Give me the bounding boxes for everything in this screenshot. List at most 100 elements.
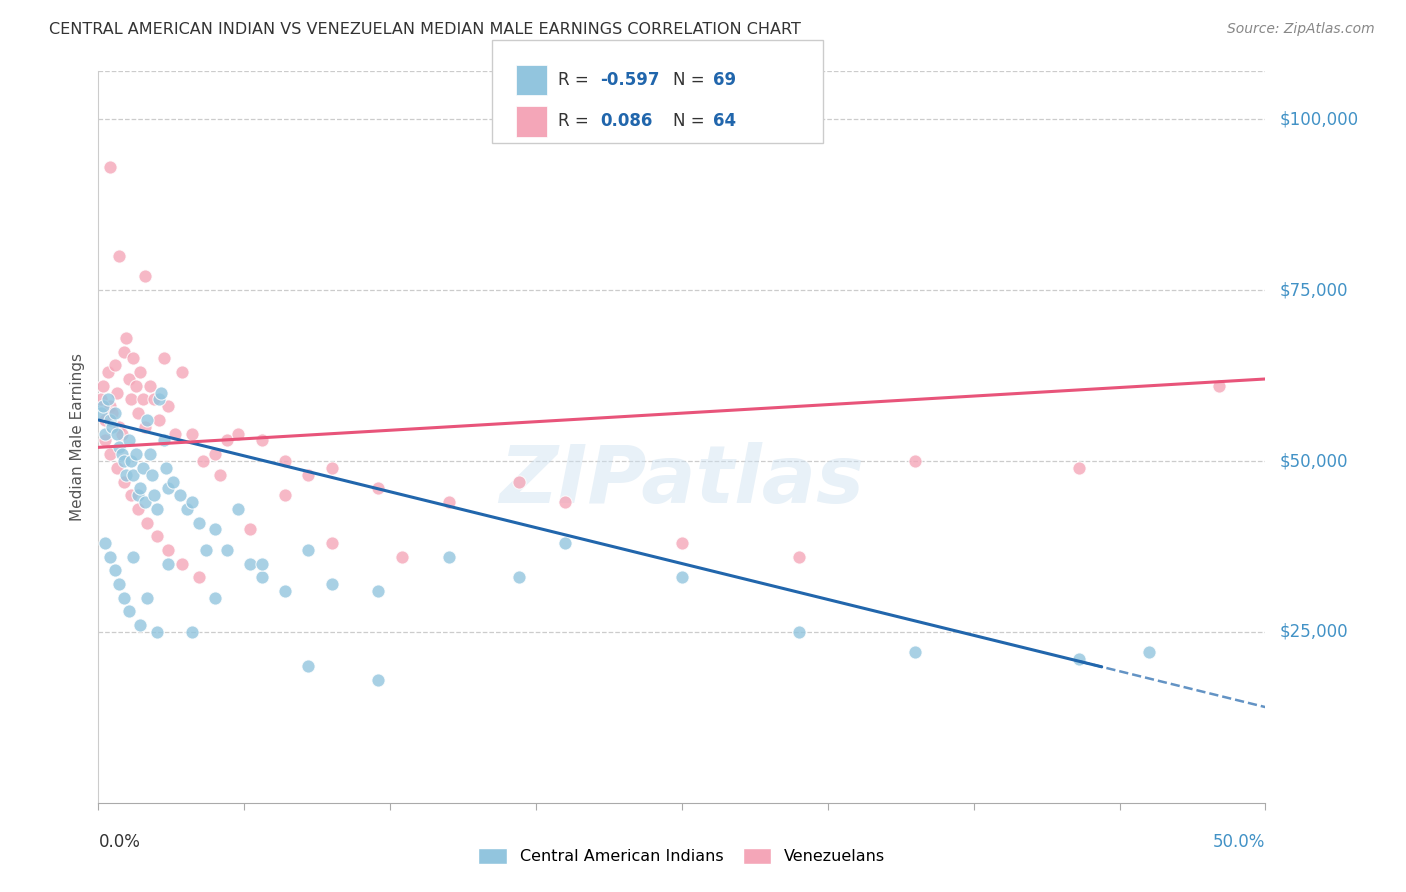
Point xyxy=(134,269,156,284)
Point xyxy=(105,426,128,441)
Point xyxy=(129,618,152,632)
Point xyxy=(671,536,693,550)
Point xyxy=(250,570,273,584)
Point xyxy=(157,481,180,495)
Text: 64: 64 xyxy=(713,112,735,130)
Point xyxy=(250,434,273,448)
Point xyxy=(228,426,250,441)
Point xyxy=(94,413,117,427)
Point xyxy=(554,495,576,509)
Point xyxy=(101,406,124,420)
Point xyxy=(437,549,460,564)
Y-axis label: Median Male Earnings: Median Male Earnings xyxy=(70,353,86,521)
Point xyxy=(172,365,194,379)
Point xyxy=(127,406,149,420)
Point xyxy=(1137,645,1160,659)
Text: N =: N = xyxy=(673,71,710,89)
Point xyxy=(143,488,166,502)
Point xyxy=(274,583,297,598)
Point xyxy=(208,467,231,482)
Point xyxy=(155,460,177,475)
Point xyxy=(127,488,149,502)
Point xyxy=(112,454,135,468)
Point xyxy=(321,536,343,550)
Point xyxy=(367,673,389,687)
Point xyxy=(104,563,127,577)
Point xyxy=(228,501,250,516)
Point xyxy=(141,467,163,482)
Point xyxy=(671,570,693,584)
Point xyxy=(94,426,117,441)
Point xyxy=(321,577,343,591)
Text: 69: 69 xyxy=(713,71,735,89)
Point xyxy=(165,426,187,441)
Point xyxy=(108,577,131,591)
Point xyxy=(150,385,173,400)
Text: $75,000: $75,000 xyxy=(1279,281,1348,299)
Point xyxy=(367,481,389,495)
Point xyxy=(108,440,131,454)
Point xyxy=(120,454,142,468)
Point xyxy=(112,475,135,489)
Point xyxy=(91,379,114,393)
Point xyxy=(904,454,927,468)
Point xyxy=(172,557,194,571)
Point xyxy=(104,406,127,420)
Point xyxy=(787,624,810,639)
Point xyxy=(157,542,180,557)
Point xyxy=(91,400,114,414)
Point xyxy=(115,331,138,345)
Point xyxy=(132,392,155,407)
Point xyxy=(146,501,169,516)
Point xyxy=(132,460,155,475)
Point xyxy=(157,557,180,571)
Point xyxy=(146,529,169,543)
Text: ZIPatlas: ZIPatlas xyxy=(499,442,865,520)
Point xyxy=(143,392,166,407)
Point xyxy=(204,591,226,605)
Point xyxy=(1067,460,1090,475)
Point xyxy=(187,516,209,530)
Point xyxy=(215,542,238,557)
Point xyxy=(215,434,238,448)
Text: $100,000: $100,000 xyxy=(1279,111,1358,128)
Point xyxy=(169,488,191,502)
Point xyxy=(134,495,156,509)
Point xyxy=(1067,652,1090,666)
Point xyxy=(204,447,226,461)
Text: N =: N = xyxy=(673,112,710,130)
Point xyxy=(115,467,138,482)
Point xyxy=(108,420,131,434)
Point xyxy=(367,583,389,598)
Point xyxy=(111,447,134,461)
Point xyxy=(122,351,145,366)
Point xyxy=(148,392,170,407)
Point xyxy=(194,542,217,557)
Point xyxy=(146,624,169,639)
Text: $25,000: $25,000 xyxy=(1279,623,1348,641)
Legend: Central American Indians, Venezuelans: Central American Indians, Venezuelans xyxy=(478,847,886,864)
Text: $50,000: $50,000 xyxy=(1279,452,1348,470)
Point xyxy=(97,392,120,407)
Point xyxy=(180,495,202,509)
Point xyxy=(122,549,145,564)
Point xyxy=(111,426,134,441)
Text: R =: R = xyxy=(558,71,595,89)
Point xyxy=(274,454,297,468)
Point xyxy=(97,365,120,379)
Text: CENTRAL AMERICAN INDIAN VS VENEZUELAN MEDIAN MALE EARNINGS CORRELATION CHART: CENTRAL AMERICAN INDIAN VS VENEZUELAN ME… xyxy=(49,22,801,37)
Point xyxy=(94,434,117,448)
Point xyxy=(98,160,121,174)
Point xyxy=(162,475,184,489)
Point xyxy=(120,488,142,502)
Point xyxy=(98,400,121,414)
Text: 0.086: 0.086 xyxy=(600,112,652,130)
Point xyxy=(204,522,226,536)
Point xyxy=(904,645,927,659)
Point xyxy=(118,372,141,386)
Point xyxy=(239,557,262,571)
Text: -0.597: -0.597 xyxy=(600,71,659,89)
Point xyxy=(297,659,319,673)
Point xyxy=(105,385,128,400)
Point xyxy=(129,481,152,495)
